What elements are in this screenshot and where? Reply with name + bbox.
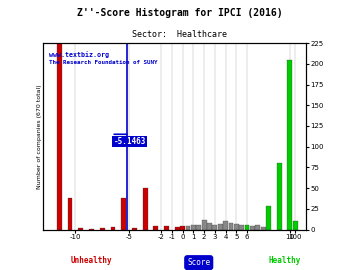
Bar — [229, 223, 233, 230]
Bar — [277, 163, 282, 230]
Bar — [234, 224, 239, 230]
Bar — [68, 198, 72, 230]
Bar — [132, 228, 137, 230]
Bar — [121, 198, 126, 230]
Bar — [244, 225, 249, 230]
Bar — [261, 227, 266, 230]
Text: Healthy: Healthy — [268, 256, 301, 265]
Text: www.textbiz.org: www.textbiz.org — [49, 52, 109, 58]
Bar — [89, 229, 94, 230]
Bar — [143, 188, 148, 230]
Bar — [293, 221, 298, 230]
Bar — [78, 228, 83, 230]
Text: Unhealthy: Unhealthy — [71, 256, 112, 265]
Bar — [266, 206, 271, 230]
Bar — [250, 226, 255, 230]
Bar — [164, 226, 169, 230]
Text: The Research Foundation of SUNY: The Research Foundation of SUNY — [49, 60, 157, 65]
Text: -5.1463: -5.1463 — [113, 137, 146, 146]
Bar — [239, 225, 244, 230]
Bar — [180, 226, 185, 230]
Bar — [207, 223, 212, 230]
Bar — [153, 226, 158, 230]
Bar — [202, 220, 207, 230]
Bar — [111, 227, 115, 230]
Bar — [288, 60, 292, 230]
Bar — [186, 226, 190, 230]
Bar — [196, 225, 201, 230]
Bar — [175, 227, 180, 230]
Bar — [223, 221, 228, 230]
Text: Sector:  Healthcare: Sector: Healthcare — [132, 30, 228, 39]
Bar — [100, 228, 105, 230]
Text: Score: Score — [187, 258, 210, 267]
Bar — [218, 224, 222, 230]
Text: Z''-Score Histogram for IPCI (2016): Z''-Score Histogram for IPCI (2016) — [77, 8, 283, 18]
Bar — [57, 0, 62, 230]
Bar — [191, 225, 196, 230]
Bar — [255, 225, 260, 230]
Y-axis label: Number of companies (670 total): Number of companies (670 total) — [37, 84, 42, 189]
Bar — [212, 225, 217, 230]
